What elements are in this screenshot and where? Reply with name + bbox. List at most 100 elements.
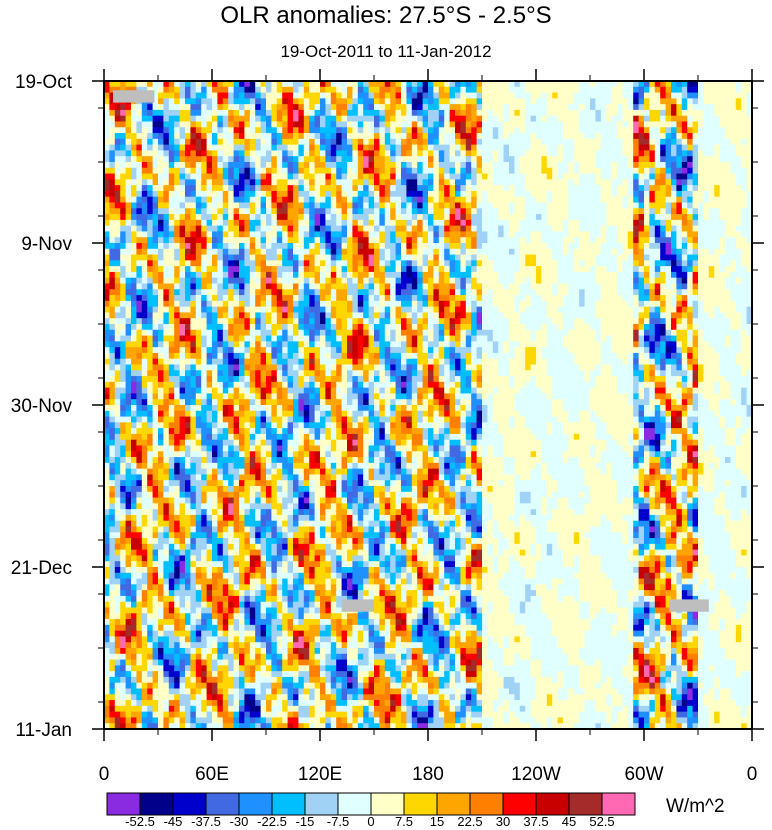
field-cell bbox=[249, 98, 256, 105]
field-cell bbox=[228, 109, 235, 117]
field-cell bbox=[546, 121, 553, 128]
field-cell bbox=[374, 144, 380, 152]
field-cell bbox=[125, 115, 132, 123]
field-cell bbox=[498, 266, 505, 273]
field-cell bbox=[681, 92, 688, 99]
field-cell bbox=[195, 243, 202, 250]
field-cell bbox=[708, 219, 715, 227]
field-cell bbox=[325, 196, 332, 204]
field-cell bbox=[617, 225, 623, 233]
field-cell bbox=[536, 127, 542, 134]
field-cell bbox=[266, 98, 272, 105]
field-cell bbox=[309, 104, 316, 111]
field-cell bbox=[125, 283, 132, 290]
field-cell bbox=[222, 225, 229, 233]
field-cell bbox=[206, 167, 213, 175]
field-cell bbox=[217, 133, 224, 140]
field-cell bbox=[482, 162, 488, 169]
field-cell bbox=[627, 167, 634, 175]
field-cell bbox=[244, 86, 251, 94]
field-cell bbox=[644, 150, 650, 157]
field-cell bbox=[217, 295, 224, 302]
field-cell bbox=[503, 173, 510, 180]
field-cell bbox=[374, 173, 380, 180]
field-cell bbox=[514, 243, 521, 250]
field-cell bbox=[271, 127, 278, 134]
field-cell bbox=[244, 300, 251, 308]
field-cell bbox=[136, 133, 143, 140]
field-cell bbox=[163, 173, 170, 180]
field-cell bbox=[579, 300, 586, 308]
field-cell bbox=[525, 202, 532, 209]
field-cell bbox=[395, 283, 402, 290]
field-cell bbox=[471, 196, 478, 204]
field-cell bbox=[368, 312, 375, 319]
field-cell bbox=[287, 133, 294, 140]
field-cell bbox=[649, 121, 656, 128]
field-cell bbox=[665, 260, 672, 267]
field-cell bbox=[600, 86, 607, 94]
field-cell bbox=[406, 271, 413, 279]
field-cell bbox=[249, 173, 256, 180]
field-cell bbox=[201, 243, 208, 250]
field-cell bbox=[174, 138, 181, 146]
field-cell bbox=[179, 271, 186, 279]
field-cell bbox=[654, 156, 661, 163]
field-cell bbox=[557, 271, 564, 279]
field-cell bbox=[368, 173, 375, 180]
field-cell bbox=[617, 283, 623, 290]
field-cell bbox=[417, 318, 424, 325]
field-cell bbox=[282, 237, 289, 244]
field-cell bbox=[487, 196, 494, 204]
field-cell bbox=[584, 312, 591, 319]
field-cell bbox=[347, 306, 353, 314]
field-cell bbox=[141, 115, 148, 123]
field-cell bbox=[298, 109, 305, 117]
field-cell bbox=[541, 144, 548, 152]
field-cell bbox=[185, 115, 191, 123]
field-cell bbox=[741, 133, 748, 140]
field-cell bbox=[476, 86, 483, 94]
field-cell bbox=[460, 185, 467, 192]
field-cell bbox=[746, 150, 753, 157]
field-cell bbox=[206, 208, 213, 215]
field-cell bbox=[293, 86, 299, 94]
field-cell bbox=[217, 208, 224, 215]
field-cell bbox=[309, 225, 316, 233]
field-cell bbox=[530, 127, 537, 134]
field-cell bbox=[368, 214, 375, 221]
field-cell bbox=[519, 243, 526, 250]
field-cell bbox=[546, 115, 553, 123]
field-cell bbox=[595, 190, 602, 198]
field-cell bbox=[735, 138, 742, 146]
field-cell bbox=[201, 248, 208, 256]
field-cell bbox=[131, 121, 137, 128]
field-cell bbox=[649, 254, 656, 261]
field-cell bbox=[384, 144, 391, 152]
field-cell bbox=[136, 231, 143, 238]
field-cell bbox=[125, 121, 132, 128]
field-cell bbox=[271, 133, 278, 140]
field-cell bbox=[568, 104, 575, 111]
field-cell bbox=[681, 98, 688, 105]
field-cell bbox=[433, 254, 440, 261]
field-cell bbox=[206, 196, 213, 204]
field-cell bbox=[271, 190, 278, 198]
field-cell bbox=[384, 231, 391, 238]
field-cell bbox=[638, 231, 645, 238]
field-cell bbox=[633, 254, 640, 261]
field-cell bbox=[438, 208, 445, 215]
field-cell bbox=[228, 243, 235, 250]
field-cell bbox=[417, 196, 424, 204]
field-cell bbox=[541, 237, 548, 244]
field-cell bbox=[590, 179, 596, 186]
field-cell bbox=[233, 150, 240, 157]
field-cell bbox=[125, 289, 132, 296]
field-cell bbox=[131, 289, 137, 296]
field-cell bbox=[347, 318, 353, 325]
field-cell bbox=[363, 127, 370, 134]
field-cell bbox=[741, 81, 748, 88]
field-cell bbox=[298, 248, 305, 256]
field-cell bbox=[460, 260, 467, 267]
field-cell bbox=[552, 312, 559, 319]
